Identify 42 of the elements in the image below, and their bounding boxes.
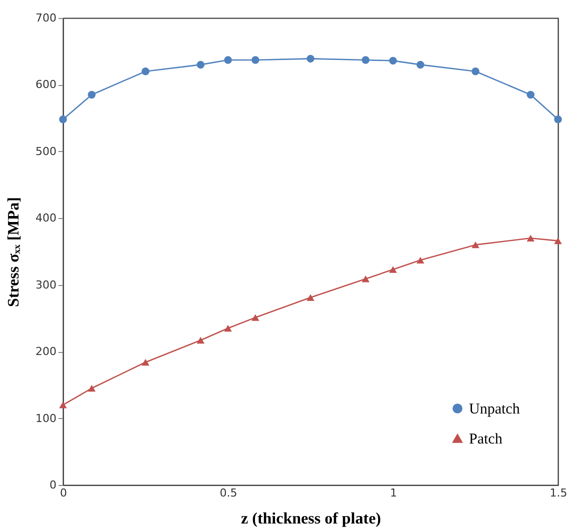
y-tick-label: 500 <box>36 144 56 158</box>
point <box>472 68 480 76</box>
legend-label: Unpatch <box>469 402 520 418</box>
point <box>59 116 67 124</box>
x-axis-title: z (thickness of plate) <box>241 510 381 528</box>
legend-label: Patch <box>469 432 503 448</box>
point <box>472 241 480 248</box>
point <box>554 116 562 124</box>
point <box>142 358 150 366</box>
x-tick-label: 1.5 <box>550 486 568 500</box>
point <box>389 266 397 273</box>
y-tick-label: 600 <box>36 78 56 92</box>
point <box>252 56 260 64</box>
point <box>59 402 67 408</box>
point <box>389 56 397 65</box>
point <box>416 60 424 69</box>
x-tick-label: 0 <box>60 486 67 500</box>
point <box>224 56 232 64</box>
point <box>362 276 370 282</box>
y-tick-label: 400 <box>36 212 56 225</box>
point <box>416 256 424 264</box>
y-axis-title: Stress σₓₓ [MPa] <box>6 197 23 307</box>
point <box>196 336 204 344</box>
point <box>526 234 534 242</box>
y-tick-label: 200 <box>36 345 56 358</box>
point <box>88 90 96 99</box>
point <box>306 294 314 301</box>
point <box>88 384 96 392</box>
y-tick-label: 100 <box>36 412 56 425</box>
point <box>526 90 534 99</box>
x-tick-label: 0.5 <box>220 486 238 500</box>
point <box>554 237 562 244</box>
point <box>224 324 232 332</box>
point <box>362 56 370 64</box>
x-tick-label: 1 <box>390 486 397 500</box>
point <box>196 60 204 69</box>
point <box>252 314 260 321</box>
y-tick-label: 700 <box>36 12 56 24</box>
y-tick-label: 0 <box>50 478 56 492</box>
point <box>142 68 150 76</box>
point <box>306 54 314 63</box>
y-tick-label: 300 <box>36 278 56 292</box>
